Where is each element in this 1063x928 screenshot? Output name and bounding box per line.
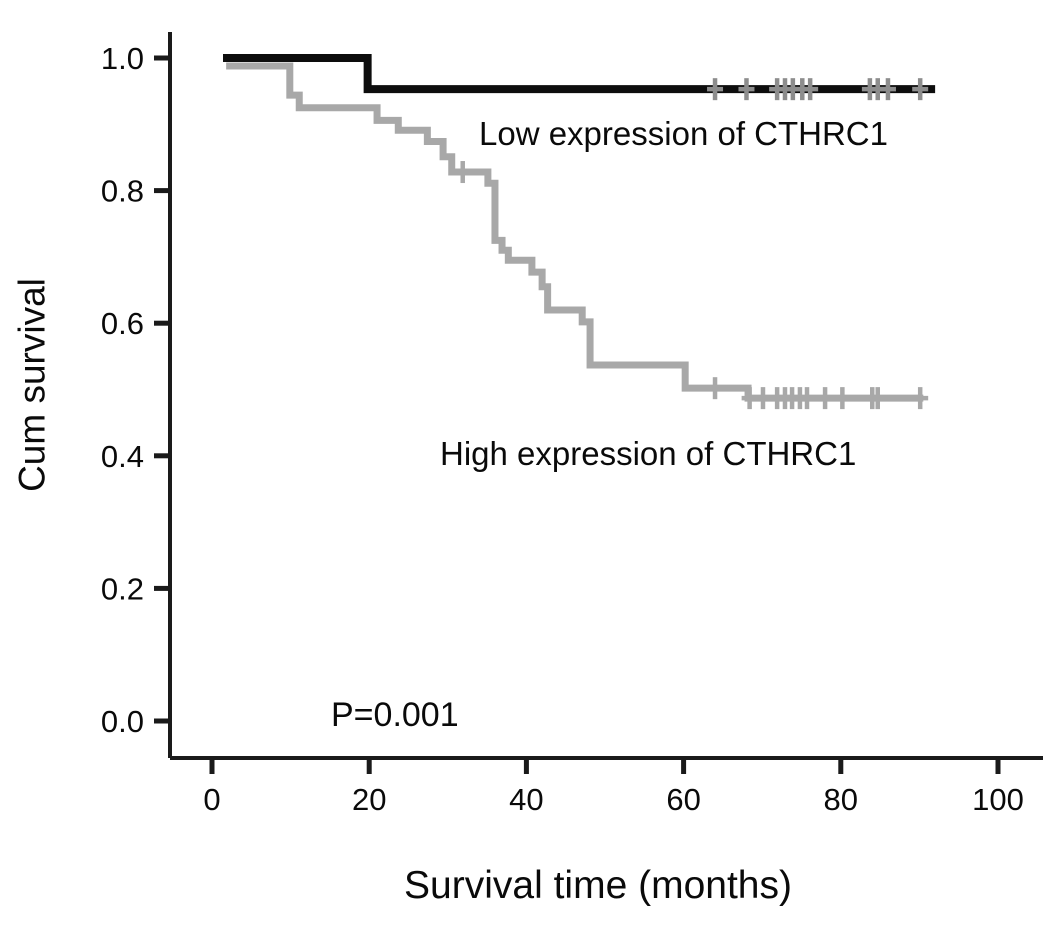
x-tick-label: 100 xyxy=(972,782,1024,817)
x-axis-title: Survival time (months) xyxy=(404,864,792,907)
y-tick-label: 0.8 xyxy=(101,174,144,209)
y-tick-label: 0.2 xyxy=(101,571,144,606)
x-tick-label: 0 xyxy=(203,782,220,817)
p-value-label: P=0.001 xyxy=(331,696,459,734)
y-tick-label: 0.6 xyxy=(101,306,144,341)
x-tick-label: 60 xyxy=(666,782,700,817)
y-tick-label: 0.4 xyxy=(101,439,144,474)
x-tick-label: 20 xyxy=(352,782,386,817)
high-expression-curve-label: High expression of CTHRC1 xyxy=(440,435,857,472)
y-tick-label: 0.0 xyxy=(101,704,144,739)
survival-curve-high xyxy=(226,62,924,402)
survival-curve-low xyxy=(223,54,936,94)
x-tick-label: 40 xyxy=(509,782,543,817)
low-expression-curve-label: Low expression of CTHRC1 xyxy=(479,115,888,152)
y-tick-label: 1.0 xyxy=(101,41,144,76)
y-axis-title: Cum survival xyxy=(11,278,53,492)
x-tick-label: 80 xyxy=(824,782,858,817)
